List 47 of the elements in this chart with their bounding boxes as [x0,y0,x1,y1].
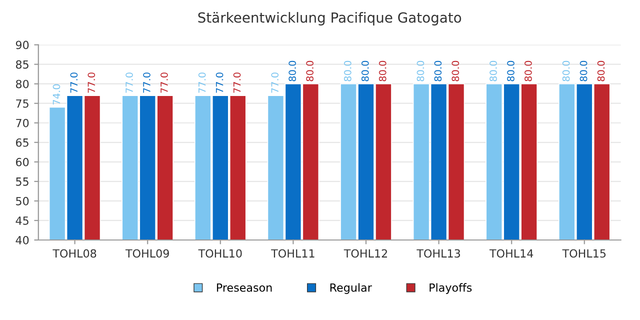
y-tick-label: 45 [16,216,28,225]
x-tick-label: TOHL15 [562,249,606,258]
data-label: 80.0 [434,60,442,82]
y-tick-label: 65 [16,138,28,147]
data-label: 80.0 [361,60,369,82]
y-tick-label: 80 [16,80,29,88]
data-label: 80.0 [562,60,570,82]
x-tick-label: TOHL09 [125,249,169,258]
legend-label: Regular [330,283,372,294]
y-tick-label: 70 [16,118,29,128]
data-label: 77.0 [160,72,168,93]
data-label: 80.0 [416,60,424,82]
x-tick-label: TOHL11 [271,249,314,258]
chart-title: Stärkeentwicklung Pacifique Gatogato [198,12,462,26]
x-tick-label: TOHL12 [344,249,387,258]
y-tick-label: 55 [16,178,28,186]
x-tick-label: TOHL14 [489,249,534,258]
legend-label: Playoffs [430,283,472,294]
x-tick-label: TOHL08 [52,249,96,258]
data-label: 77.0 [198,72,206,93]
data-label: 77.0 [143,72,150,93]
data-label: 74.0 [52,84,60,105]
data-label: 80.0 [580,60,588,82]
data-label: 80.0 [524,60,532,82]
data-label: 77.0 [271,72,279,93]
data-label: 80.0 [597,60,605,82]
data-label: 77.0 [88,72,96,93]
y-tick-label: 90 [16,40,29,50]
data-label: 77.0 [126,72,133,93]
data-label: 80.0 [288,60,296,82]
data-label: 80.0 [452,60,460,82]
y-tick-label: 50 [16,196,29,206]
y-tick-label: 85 [16,60,28,69]
y-tick-label: 60 [16,158,29,166]
data-label: 77.0 [216,72,224,93]
data-label: 80.0 [378,60,386,82]
data-label: 80.0 [490,60,497,82]
legend-label: Preseason [217,284,272,292]
data-label: 80.0 [344,60,352,82]
y-tick-label: 40 [16,236,29,244]
x-tick-label: TOHL10 [198,249,242,258]
y-tick-label: 75 [16,99,28,108]
data-label: 77.0 [70,72,78,93]
data-label: 77.0 [233,72,241,93]
x-tick-label: TOHL13 [416,249,460,258]
data-label: 80.0 [507,60,514,82]
data-label: 80.0 [306,60,314,82]
